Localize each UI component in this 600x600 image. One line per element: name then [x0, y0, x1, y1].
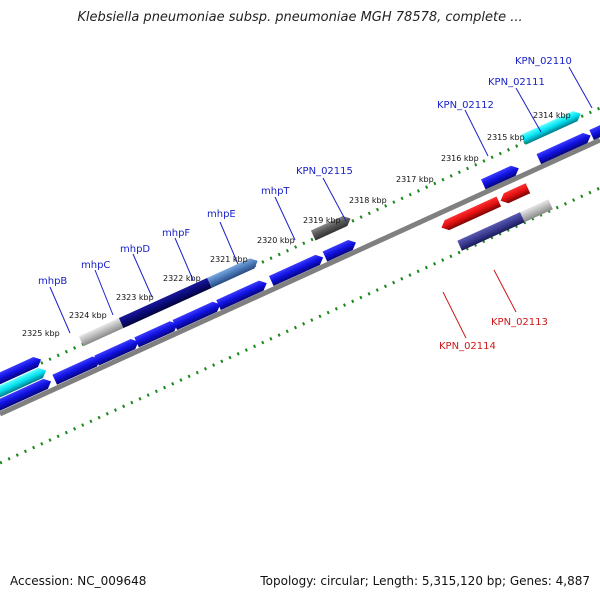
- kbp-2323: 2323 kbp: [116, 293, 154, 302]
- label-mhpF[interactable]: mhpF: [162, 228, 190, 239]
- backbone-line: [0, 137, 600, 417]
- scale-labels: 2325 kbp 2324 kbp 2323 kbp 2322 kbp 2321…: [22, 111, 571, 338]
- gene-mhpF-selected[interactable]: [207, 256, 260, 288]
- leader-KPN_02113: [493, 269, 517, 313]
- gene-grey-mhpC: [78, 318, 127, 347]
- kbp-2324: 2324 kbp: [69, 311, 107, 320]
- leader-mhpB: [49, 286, 71, 334]
- gene-cyan-left: [0, 367, 47, 407]
- leader-lines: [49, 66, 593, 339]
- gene-mhpB[interactable]: [52, 354, 102, 385]
- gene-mhpD[interactable]: [134, 319, 180, 348]
- gene-red-short[interactable]: [498, 183, 531, 205]
- label-KPN_02112[interactable]: KPN_02112: [437, 100, 494, 111]
- kbp-2316: 2316 kbp: [441, 154, 479, 163]
- kbp-2321: 2321 kbp: [210, 255, 248, 264]
- gene-KPN_02115[interactable]: [322, 237, 359, 262]
- label-mhpD[interactable]: mhpD: [120, 244, 150, 255]
- gene-KPN_02113[interactable]: [520, 199, 553, 223]
- gene-mhpE[interactable]: [216, 278, 269, 311]
- leader-KPN_02110: [568, 66, 593, 109]
- leader-KPN_02111: [515, 87, 542, 133]
- reverse-strand: [439, 183, 553, 251]
- leader-KPN_02114: [442, 291, 467, 339]
- kbp-2314: 2314 kbp: [533, 111, 571, 120]
- gene-mhpD-selected[interactable]: [118, 277, 212, 329]
- accession-text: Accession: NC_009648: [10, 574, 147, 588]
- gene-KPN_02111[interactable]: [536, 130, 593, 165]
- gene-KPN_02111-cyan[interactable]: [521, 109, 583, 145]
- label-mhpC[interactable]: mhpC: [81, 260, 110, 271]
- label-mhpE[interactable]: mhpE: [207, 209, 236, 220]
- label-KPN_02113[interactable]: KPN_02113: [491, 317, 548, 328]
- inner-tick-line: [0, 186, 600, 465]
- kbp-2319: 2319 kbp: [303, 216, 341, 225]
- gene-blue-left-bottom: [0, 378, 52, 418]
- forward-strand: [0, 109, 600, 418]
- leader-mhpF: [174, 237, 194, 281]
- kbp-2322: 2322 kbp: [163, 274, 201, 283]
- label-mhpB[interactable]: mhpB: [38, 276, 67, 287]
- tick-marks: [0, 106, 600, 465]
- gene-KPN_02115-grey[interactable]: [310, 214, 353, 241]
- label-KPN_02114[interactable]: KPN_02114: [439, 341, 496, 352]
- gene-KPN_02114[interactable]: [457, 212, 525, 251]
- kbp-2318: 2318 kbp: [349, 196, 387, 205]
- leader-mhpE: [219, 221, 239, 265]
- leader-mhpC: [94, 269, 114, 316]
- leader-KPN_02112: [464, 109, 489, 157]
- gene-KPN_02112[interactable]: [481, 163, 521, 190]
- leader-KPN_02115: [322, 177, 347, 222]
- gene-mhpC[interactable]: [94, 337, 140, 366]
- kbp-2325: 2325 kbp: [22, 329, 60, 338]
- gene-mhpF[interactable]: [172, 299, 223, 330]
- gene-blue-left-top: [0, 357, 42, 396]
- gene-red-long[interactable]: [439, 196, 502, 233]
- leader-mhpT: [274, 196, 296, 241]
- label-mhpT[interactable]: mhpT: [261, 186, 290, 197]
- label-KPN_02111[interactable]: KPN_02111: [488, 77, 545, 88]
- gene-mhpT[interactable]: [269, 252, 325, 287]
- label-KPN_02115[interactable]: KPN_02115: [296, 166, 353, 177]
- kbp-2315: 2315 kbp: [487, 133, 525, 142]
- gene-labels: mhpB mhpC mhpD mhpF mhpE mhpT KPN_02115 …: [38, 56, 572, 352]
- map-title: Klebsiella pneumoniae subsp. pneumoniae …: [77, 10, 523, 25]
- label-KPN_02110[interactable]: KPN_02110: [515, 56, 572, 67]
- backbone: [0, 137, 600, 417]
- leader-mhpD: [132, 253, 153, 298]
- topology-text: Topology: circular; Length: 5,315,120 bp…: [260, 574, 590, 588]
- kbp-2320: 2320 kbp: [257, 236, 295, 245]
- kbp-2317: 2317 kbp: [396, 175, 434, 184]
